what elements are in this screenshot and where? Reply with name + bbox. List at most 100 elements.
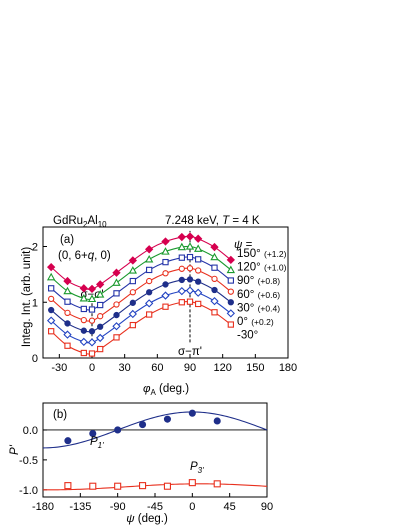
label-base: P <box>90 436 98 448</box>
series-line-a <box>50 300 232 355</box>
data-point-a <box>112 322 121 331</box>
data-point-a <box>146 311 153 318</box>
data-point-a <box>79 284 88 293</box>
data-point-a <box>87 284 97 294</box>
data-point-a <box>47 262 56 272</box>
series-label-p3: P3' <box>190 461 204 475</box>
data-point-a <box>46 272 56 281</box>
series-line-a <box>50 235 232 290</box>
series-line-a <box>50 267 232 322</box>
data-point-a <box>186 265 194 272</box>
plot-area-b: -180 -135 -90 -45 0 45 90-1.0-0.50.0P1'P3' <box>19 409 273 513</box>
y-tick-label-a: 0 <box>32 353 38 365</box>
panel-label-a: (a) <box>60 234 74 246</box>
y-tick-label-b: -0.5 <box>19 455 38 467</box>
data-point-a <box>186 253 194 261</box>
data-point-a <box>88 328 96 335</box>
data-point-a <box>113 290 120 297</box>
data-point-a <box>178 276 185 284</box>
x-axis-label-a: φA (deg.) <box>143 383 189 397</box>
x-tick-label-a: 120 <box>213 362 231 374</box>
x-tick-label-b: -180 <box>32 501 54 513</box>
data-point-a <box>162 270 169 277</box>
x-tick-label-a: 150 <box>246 362 264 374</box>
data-point-a <box>211 309 218 316</box>
y-tick-label-b: -1.0 <box>19 485 38 497</box>
data-point-a <box>210 252 219 261</box>
data-point-a <box>211 264 218 271</box>
y-axis-label-b: P' <box>9 444 21 455</box>
data-point-a <box>128 266 138 274</box>
data-point-a <box>210 296 219 306</box>
data-point-a <box>226 265 236 274</box>
data-point-a <box>227 299 234 306</box>
data-point-a <box>80 305 87 313</box>
data-point-a <box>195 300 202 308</box>
legend-a: 150° (+1.2)120° (+1.0)90° (+0.8)60° (+0.… <box>237 248 287 342</box>
data-point-a <box>128 309 137 319</box>
legend-entry-a: -30° <box>237 330 258 342</box>
data-point-a <box>227 321 234 328</box>
data-point-a <box>194 288 203 297</box>
data-point-b <box>188 479 196 487</box>
label-sub: 3' <box>198 466 204 475</box>
legend-offset: (+0.2) <box>251 317 274 327</box>
x-tick-label-a: 30 <box>119 362 131 374</box>
data-point-a <box>162 303 169 310</box>
data-point-a <box>161 247 170 255</box>
data-point-a <box>162 281 169 288</box>
data-point-a <box>195 267 202 274</box>
x-tick-label-a: 60 <box>151 362 163 374</box>
data-point-a <box>162 258 169 266</box>
fit-curve-b <box>42 411 268 449</box>
data-point-a <box>63 276 72 286</box>
legend-title: ψ = <box>234 239 253 251</box>
data-point-a <box>113 311 120 319</box>
data-point-a <box>113 334 120 341</box>
legend-angle: 30° <box>237 302 258 314</box>
data-point-a <box>97 323 104 330</box>
data-point-a <box>186 298 194 305</box>
legend-offset: (+0.4) <box>258 303 281 313</box>
data-point-a <box>80 316 87 324</box>
data-point-a <box>96 280 105 289</box>
data-point-a <box>129 299 136 306</box>
y-axis-label-a: Integ. Int. (arb. unit) <box>21 247 33 348</box>
data-point-a <box>178 299 185 306</box>
data-point-a <box>211 275 218 282</box>
panel-label-b: (b) <box>53 409 67 421</box>
legend-offset: (+1.0) <box>264 263 287 273</box>
legend-angle: 60° <box>237 289 258 301</box>
data-point-a <box>211 286 218 294</box>
data-point-b <box>114 482 122 490</box>
legend-angle: 120° <box>237 262 264 274</box>
x-tick-label-b: -90 <box>110 501 126 513</box>
data-point-a <box>161 291 170 300</box>
data-point-a <box>177 232 186 242</box>
data-point-a <box>129 277 136 285</box>
x-axis-label-b: ψ (deg.) <box>126 513 168 525</box>
data-point-b <box>89 482 97 490</box>
data-point-b <box>64 437 72 445</box>
data-point-a <box>47 316 56 325</box>
data-point-a <box>63 330 72 339</box>
series-line-a <box>50 289 232 344</box>
data-point-a <box>113 301 120 308</box>
data-point-a <box>194 234 203 243</box>
data-point-a <box>95 290 105 298</box>
data-point-a <box>79 337 88 346</box>
data-point-a <box>63 286 72 295</box>
header-right-label: 7.248 keV, T = 4 K <box>165 215 260 227</box>
x-tick-label-b: 90 <box>261 501 273 513</box>
x-tick-label-a: 90 <box>184 362 196 374</box>
fit-curve-b <box>42 483 268 491</box>
data-point-a <box>79 293 89 302</box>
series-label-p1: P1' <box>90 436 104 450</box>
data-point-a <box>185 232 195 241</box>
data-point-a <box>145 245 154 254</box>
x-tick-label-a: 0 <box>89 362 95 374</box>
sigma-pi-label: σ−π' <box>178 346 202 358</box>
data-point-b <box>163 415 171 423</box>
data-point-a <box>97 313 104 320</box>
